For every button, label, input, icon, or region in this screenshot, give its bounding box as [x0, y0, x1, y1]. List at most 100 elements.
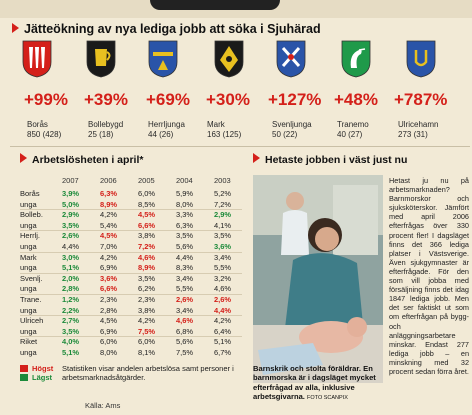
muni-counts: 25 (18)	[88, 130, 114, 139]
muni-svenljunga: Svenljunga 50 (22)	[272, 120, 312, 140]
table-row: unga 4,4% 7,0% 7,2% 5,6% 3,6%	[20, 242, 242, 252]
table-row: unga 3,5% 5,4% 6,6% 6,3% 4,1%	[20, 221, 242, 231]
table-cell: 8,0%	[176, 199, 194, 209]
muni-boras: Borås 850 (428)	[27, 120, 61, 140]
pct-ulricehamn: +787%	[394, 90, 448, 109]
pct-herrljunga: +69%	[146, 90, 190, 109]
muni-name: Ulricehamn	[398, 120, 439, 129]
muni-bollebygd: Bollebygd 25 (18)	[88, 120, 123, 140]
muni-name: Mark	[207, 120, 225, 129]
row-label: unga	[20, 242, 37, 251]
table-cell: 4,5%	[138, 210, 156, 220]
row-label: Mark	[20, 252, 37, 262]
row-label: Riket	[20, 337, 38, 347]
row-label: Herrlj.	[20, 231, 40, 241]
muni-herrljunga: Herrljunga 44 (26)	[148, 120, 185, 140]
table-cell: 5,2%	[214, 189, 232, 198]
group-separator	[20, 294, 242, 295]
table-row: Riket 4,0% 6,0% 6,0% 5,6% 5,1%	[20, 337, 242, 347]
table-cell: 3,9%	[62, 189, 80, 198]
row-label: unga	[20, 305, 37, 315]
table-cell: 3,3%	[176, 210, 194, 220]
legend-high: Högst	[20, 364, 250, 373]
row-label: unga	[20, 263, 37, 273]
table-cell: 2,6%	[214, 295, 232, 304]
table-cell: 8,1%	[138, 348, 156, 357]
table-row: Herrlj. 2,6% 4,5% 3,8% 3,5% 3,5%	[20, 231, 242, 241]
group-separator	[20, 272, 242, 274]
year-header: 2005	[138, 176, 155, 185]
row-label: unga	[20, 348, 37, 357]
percentage-row: +99% +39% +69% +30% +127% +48% +787%	[0, 90, 472, 116]
table-cell: 4,4%	[176, 252, 194, 262]
muni-mark: Mark 163 (125)	[207, 120, 241, 140]
article-text: Hetast ju nu på arbetsmarknaden? Barnmor…	[389, 176, 469, 376]
table-cell: 3,8%	[138, 231, 156, 241]
row-label: unga	[20, 199, 37, 209]
row-label: Svenlj.	[20, 273, 43, 283]
table-cell: 3,8%	[138, 305, 156, 315]
table-cell: 4,1%	[214, 220, 232, 230]
herrljunga-crest-icon	[148, 40, 178, 78]
row-label: unga	[20, 220, 37, 230]
table-cell: 6,0%	[138, 337, 156, 347]
photo-caption: Barnskrik och stolta föräldrar. En barnm…	[253, 364, 386, 404]
table-cell: 5,9%	[176, 189, 194, 198]
table-cell: 4,4%	[62, 242, 80, 251]
table-row: unga 5,1% 8,0% 8,1% 7,5% 6,7%	[20, 348, 242, 358]
row-label: Bolleb.	[20, 210, 43, 220]
table-cell: 6,3%	[100, 189, 118, 198]
table-cell: 3,5%	[176, 231, 194, 241]
table-cell: 6,2%	[138, 284, 156, 294]
table-cell: 6,7%	[214, 348, 232, 357]
year-header: 2007	[62, 176, 79, 185]
section-divider	[10, 146, 470, 147]
table-row: Mark 3,0% 4,2% 4,6% 4,4% 3,4%	[20, 253, 242, 263]
table-cell: 2,6%	[62, 231, 80, 241]
table-cell: 3,5%	[62, 326, 80, 336]
table-legend: Högst Lägst	[20, 364, 250, 382]
group-separator	[20, 251, 242, 253]
headline: Jätteökning av nya lediga jobb att söka …	[12, 22, 321, 36]
table-cell: 2,3%	[100, 295, 118, 304]
municipality-names: Borås 850 (428) Bollebygd 25 (18) Herrljun…	[0, 120, 472, 144]
pct-boras: +99%	[24, 90, 68, 109]
table-cell: 4,4%	[214, 305, 232, 315]
table-cell: 5,1%	[214, 337, 232, 347]
table-row: Borås 3,9% 6,3% 6,0% 5,9% 5,2%	[20, 189, 242, 199]
muni-name: Bollebygd	[88, 120, 124, 129]
group-separator	[20, 315, 242, 317]
table-cell: 6,6%	[138, 220, 156, 230]
pct-mark: +30%	[206, 90, 250, 109]
table-cell: 4,6%	[138, 252, 156, 262]
table-cell: 4,6%	[214, 284, 232, 294]
midwife-photo	[253, 175, 383, 383]
table-cell: 6,6%	[100, 284, 118, 294]
table-cell: 7,2%	[138, 242, 156, 251]
table-cell: 2,7%	[62, 316, 80, 326]
legend-low: Lägst	[20, 373, 250, 382]
table-cell: 8,9%	[100, 199, 118, 209]
table-cell: 2,9%	[214, 210, 232, 220]
muni-counts: 850 (428)	[27, 130, 62, 139]
caption-text: Barnskrik och stolta föräldrar. En barnm…	[253, 364, 376, 402]
table-cell: 3,4%	[176, 305, 194, 315]
ulricehamn-crest-icon	[406, 40, 436, 78]
table-cell: 5,1%	[62, 348, 80, 357]
table-source: Källa: Ams	[85, 401, 121, 410]
table-cell: 4,2%	[138, 316, 156, 326]
muni-name: Herrljunga	[148, 120, 185, 129]
page-edge	[150, 0, 280, 10]
red-triangle-icon	[20, 153, 27, 163]
table-cell: 6,9%	[100, 263, 118, 273]
year-header: 2006	[100, 176, 117, 185]
table-cell: 2,8%	[62, 284, 80, 294]
table-row: unga 2,8% 6,6% 6,2% 5,5% 4,6%	[20, 284, 242, 294]
table-cell: 3,6%	[100, 273, 118, 283]
svenljunga-crest-icon	[276, 40, 306, 78]
table-cell: 4,2%	[214, 316, 232, 326]
table-row: Trane. 1,2% 2,3% 2,3% 2,6% 2,6%	[20, 295, 242, 305]
table-cell: 5,5%	[214, 263, 232, 273]
muni-tranemo: Tranemo 40 (27)	[337, 120, 369, 140]
table-row: unga 2,2% 2,8% 3,8% 3,4% 4,4%	[20, 306, 242, 316]
